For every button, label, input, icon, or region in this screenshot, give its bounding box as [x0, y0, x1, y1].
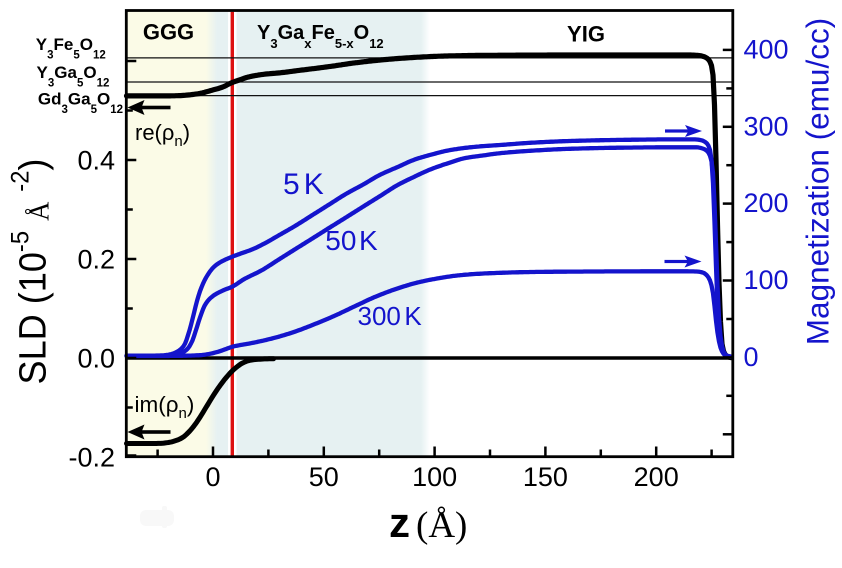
- svg-text:200: 200: [634, 462, 679, 492]
- svg-text:0.4: 0.4: [77, 146, 115, 176]
- svg-text:50K: 50K: [325, 225, 378, 256]
- svg-text:400: 400: [744, 34, 789, 64]
- svg-text:300: 300: [744, 111, 789, 141]
- svg-text:0: 0: [205, 462, 220, 492]
- svg-text:0.2: 0.2: [77, 245, 115, 275]
- svg-text:0: 0: [744, 342, 759, 372]
- svg-text:YIG: YIG: [567, 22, 605, 47]
- svg-text:100: 100: [744, 265, 789, 295]
- svg-text:SLD (10-5 Å -2): SLD (10-5 Å -2): [7, 159, 55, 385]
- svg-text:-0.2: -0.2: [68, 443, 115, 473]
- svg-text:100: 100: [412, 462, 457, 492]
- svg-text:150: 150: [523, 462, 568, 492]
- svg-text:200: 200: [744, 188, 789, 218]
- svg-text:0.0: 0.0: [77, 344, 115, 374]
- svg-text:z(Å): z (Å): [389, 499, 467, 546]
- svg-text:50: 50: [309, 462, 339, 492]
- svg-text:5K: 5K: [283, 168, 324, 201]
- svg-text:Magnetization (emu/cc): Magnetization (emu/cc): [800, 18, 836, 345]
- svg-text:GGG: GGG: [143, 20, 194, 45]
